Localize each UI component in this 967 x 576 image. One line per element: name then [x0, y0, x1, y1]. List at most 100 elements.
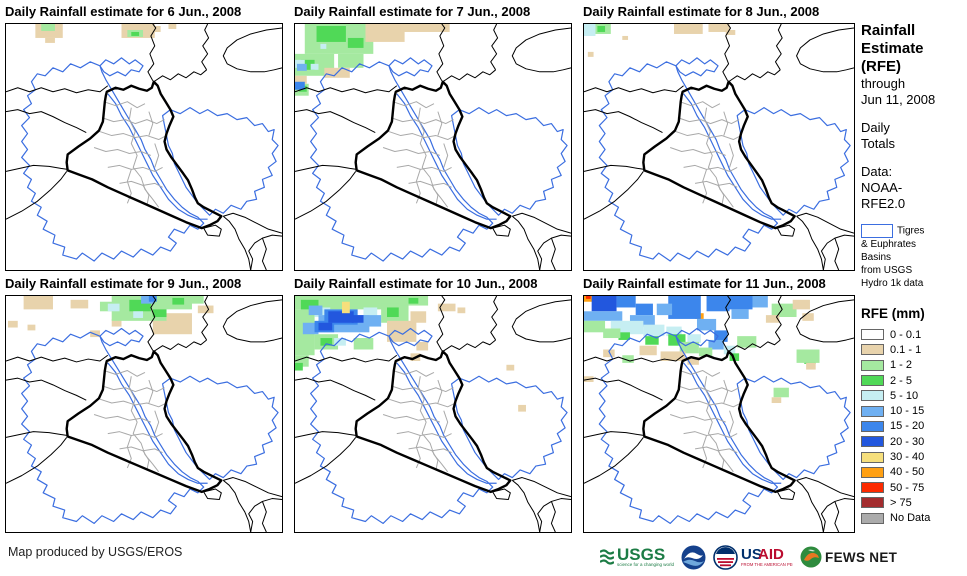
legend-label: 2 - 5	[890, 374, 913, 387]
legend-swatch	[861, 466, 884, 478]
map-panel-title: Daily Rainfall estimate for 9 Jun., 2008	[5, 276, 242, 291]
legend-swatch	[861, 344, 884, 356]
usgs-logo: USGS science for a changing world	[600, 544, 675, 567]
map-panel-title: Daily Rainfall estimate for 6 Jun., 2008	[5, 4, 242, 19]
rainfall-map	[583, 23, 855, 271]
legend-item: 0 - 0.1	[861, 327, 965, 342]
usgs-tagline: science for a changing world	[617, 561, 675, 567]
legend-label: 40 - 50	[890, 466, 925, 479]
rainfall-map	[583, 295, 855, 533]
sidebar-totals-line: Daily	[861, 120, 890, 135]
map-grid: Daily Rainfall estimate for 6 Jun., 2008…	[5, 3, 856, 533]
legend-item: 30 - 40	[861, 449, 965, 464]
legend-swatch	[861, 497, 884, 509]
legend-label: 50 - 75	[890, 481, 925, 494]
sidebar-data-line: Data:	[861, 164, 893, 179]
map-credit: Map produced by USGS/EROS	[8, 545, 183, 559]
fewsnet-logo: FEWS NET	[800, 546, 897, 568]
sidebar-data-line: RFE2.0	[861, 196, 906, 211]
legend-swatch	[861, 436, 884, 448]
usaid-emblem-icon	[713, 544, 738, 570]
legend-swatch	[861, 375, 884, 387]
map-panel: Daily Rainfall estimate for 10 Jun., 200…	[294, 275, 572, 533]
legend-label: 5 - 10	[890, 389, 919, 402]
basin-note-line: & Euphrates	[861, 239, 917, 250]
rainfall-map	[294, 295, 572, 533]
map-panel-title: Daily Rainfall estimate for 10 Jun., 200…	[294, 276, 538, 291]
map-panel-title: Daily Rainfall estimate for 11 Jun., 200…	[583, 276, 826, 291]
legend-item: 50 - 75	[861, 480, 965, 495]
basin-note-line: from USGS	[861, 265, 913, 276]
legend-item: 0.1 - 1	[861, 342, 965, 357]
legend-item: > 75	[861, 495, 965, 510]
legend-label: No Data	[890, 512, 931, 525]
basin-note-line: Hydro 1k data	[861, 278, 924, 289]
sidebar-title-line: (RFE)	[861, 58, 901, 75]
legend-swatch	[861, 359, 884, 371]
sidebar-totals-line: Totals	[861, 136, 895, 151]
sidebar-title-line: Rainfall	[861, 22, 916, 39]
legend-label: 20 - 30	[890, 435, 925, 448]
legend-swatch	[861, 329, 884, 341]
legend-item: 5 - 10	[861, 388, 965, 403]
basin-note: Tigres & Euphrates Basins from USGS Hydr…	[861, 224, 965, 290]
usaid-logo: US AID FROM THE AMERICAN PEOPLE	[713, 544, 793, 570]
legend-label: 10 - 15	[890, 405, 925, 418]
usgs-wave-icon	[600, 549, 614, 565]
legend-swatch	[861, 390, 884, 402]
legend-swatch	[861, 482, 884, 494]
legend-label: 15 - 20	[890, 420, 925, 433]
sidebar-data-line: NOAA-	[861, 180, 903, 195]
rainfall-pixels	[295, 24, 450, 96]
legend-item: 15 - 20	[861, 419, 965, 434]
map-panel-title: Daily Rainfall estimate for 7 Jun., 2008	[294, 4, 531, 19]
rainfall-pixels	[7, 296, 214, 338]
rainfall-pixels	[584, 24, 736, 57]
legend-title: RFE (mm)	[861, 306, 925, 321]
legend-swatch	[861, 451, 884, 463]
rainfall-map	[5, 295, 283, 533]
sidebar-subtitle-line: Jun 11, 2008	[861, 92, 936, 107]
map-panel: Daily Rainfall estimate for 7 Jun., 2008	[294, 3, 572, 271]
legend-label: 1 - 2	[890, 359, 913, 372]
legend-swatch	[861, 420, 884, 432]
map-panel: Daily Rainfall estimate for 11 Jun., 200…	[583, 275, 855, 533]
basin-note-line: Basins	[861, 252, 892, 263]
rainfall-pixels	[584, 296, 820, 404]
noaa-logo	[681, 545, 706, 570]
rainfall-pixels	[35, 24, 177, 43]
legend-item: 10 - 15	[861, 403, 965, 418]
svg-text:AID: AID	[758, 546, 784, 563]
map-panel-title: Daily Rainfall estimate for 8 Jun., 2008	[583, 4, 820, 19]
rainfall-map	[5, 23, 283, 271]
legend-item: 40 - 50	[861, 465, 965, 480]
fewsnet-globe-icon	[800, 546, 822, 568]
legend-items: 0 - 0.1 0.1 - 1 1 - 2 2 - 5 5 - 10 10 - 15 15 …	[861, 327, 965, 526]
svg-text:FROM THE AMERICAN PEOPLE: FROM THE AMERICAN PEOPLE	[741, 562, 793, 567]
map-panel: Daily Rainfall estimate for 6 Jun., 2008	[5, 3, 283, 271]
sidebar-subtitle-line: through	[861, 76, 906, 91]
svg-text:US: US	[741, 546, 762, 563]
sidebar: Rainfall Estimate (RFE) through Jun 11, …	[861, 22, 965, 526]
legend-label: 30 - 40	[890, 451, 925, 464]
usaid-wordmark: US AID FROM THE AMERICAN PEOPLE	[741, 546, 793, 567]
legend-item: No Data	[861, 511, 965, 526]
legend-label: > 75	[890, 496, 912, 509]
legend-swatch	[861, 405, 884, 417]
legend-swatch	[861, 512, 884, 524]
basin-outline-swatch	[861, 224, 893, 238]
basin-note-line: Tigres	[897, 225, 925, 237]
legend-item: 1 - 2	[861, 358, 965, 373]
usgs-logo-text: USGS	[617, 544, 666, 564]
legend-item: 20 - 30	[861, 434, 965, 449]
legend-label: 0.1 - 1	[890, 343, 922, 356]
fewsnet-logo-text: FEWS NET	[825, 549, 898, 565]
logo-bar: USGS science for a changing world US AID…	[600, 542, 897, 572]
legend-label: 0 - 0.1	[890, 328, 922, 341]
legend-item: 2 - 5	[861, 373, 965, 388]
map-panel: Daily Rainfall estimate for 8 Jun., 2008	[583, 3, 855, 271]
map-panel: Daily Rainfall estimate for 9 Jun., 2008	[5, 275, 283, 533]
rainfall-pixels	[295, 296, 526, 412]
sidebar-title-line: Estimate	[861, 40, 924, 57]
rainfall-map	[294, 23, 572, 271]
